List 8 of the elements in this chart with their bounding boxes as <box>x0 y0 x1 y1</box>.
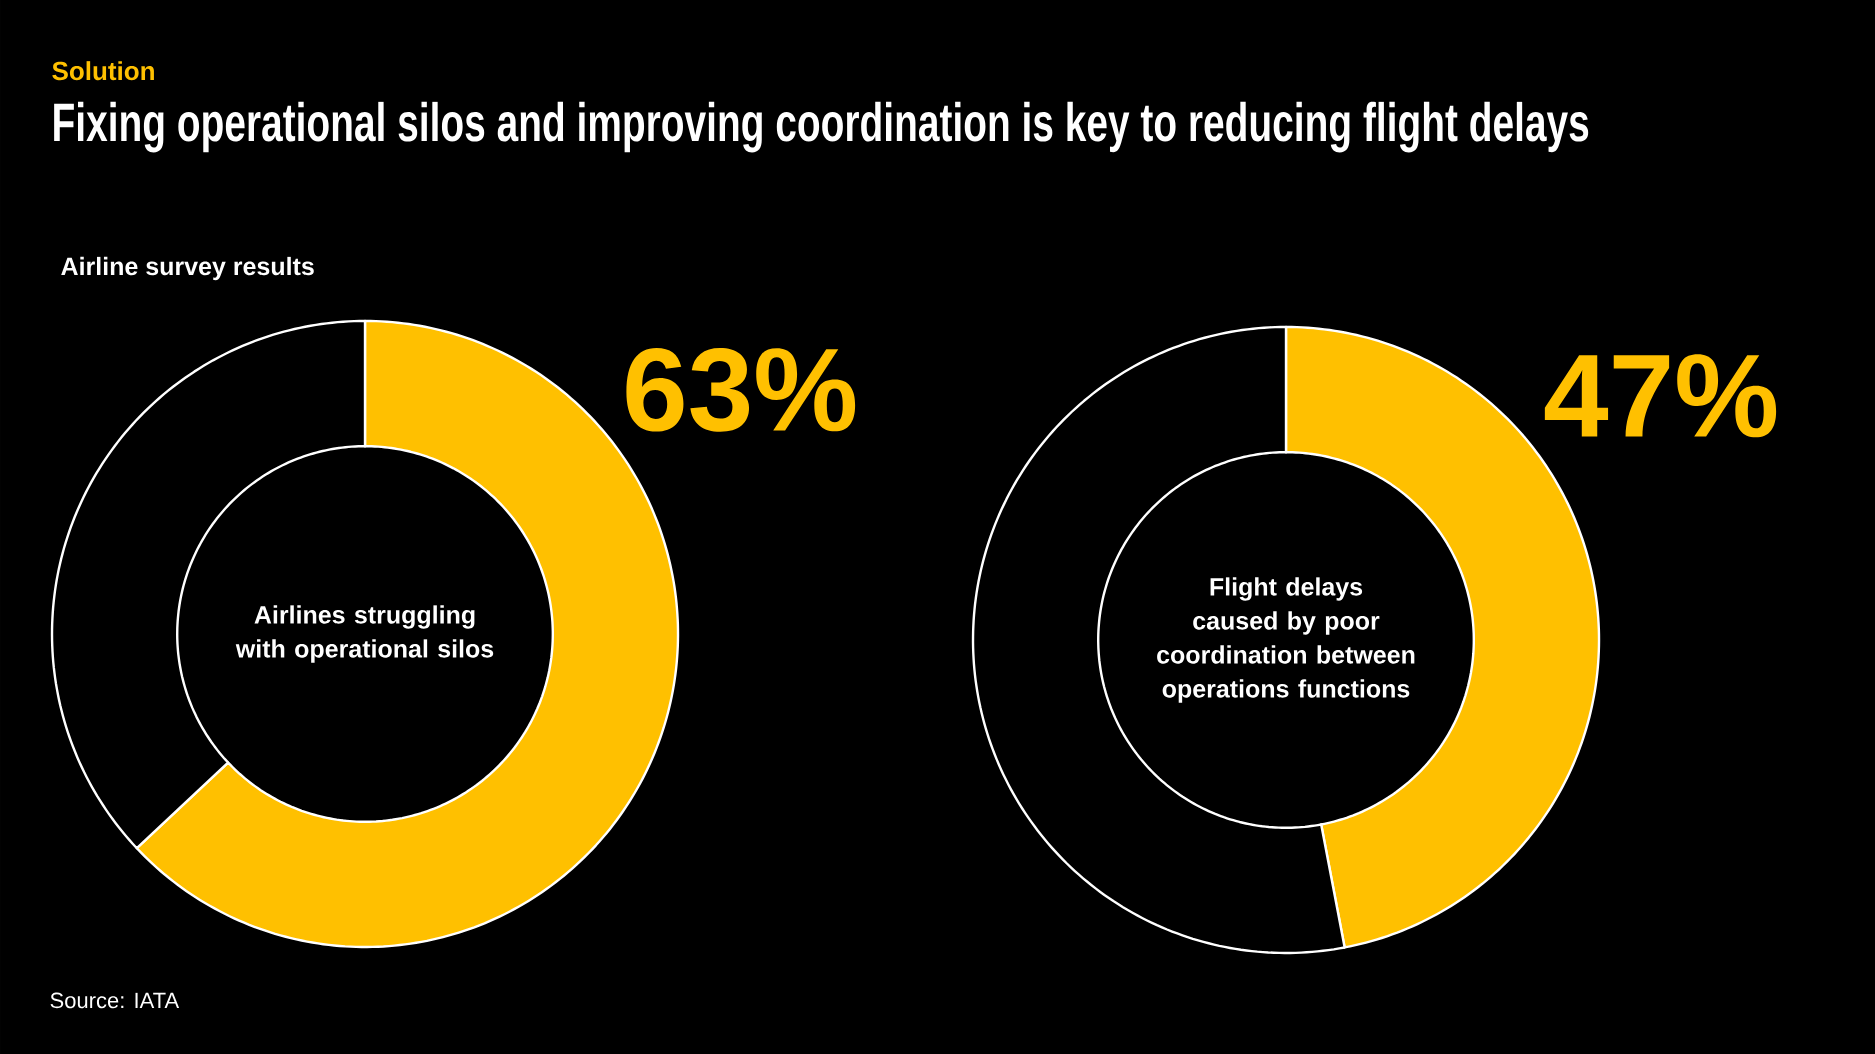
data-label: 63% <box>626 347 856 432</box>
text: Solution <box>52 61 154 81</box>
text: Airline survey results <box>61 256 314 281</box>
text: Airlines struggling with operational silos <box>235 605 494 663</box>
source-note: Source: IATA <box>50 992 180 1009</box>
text: Flight delays caused by poor coordination between operations functions <box>1157 577 1415 703</box>
chart-title: Fixing operational silos and improving coordination is key to reducing flight delays <box>54 101 1589 153</box>
data-label: 47% <box>1544 354 1777 438</box>
